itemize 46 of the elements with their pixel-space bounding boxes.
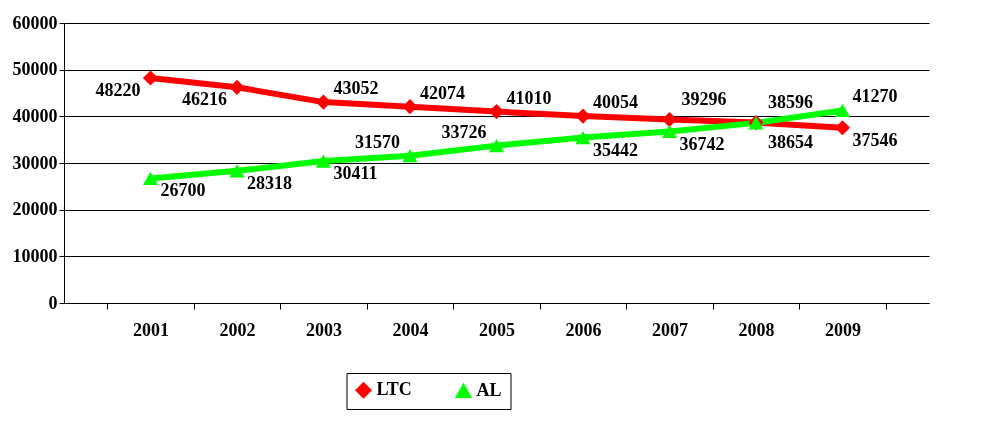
data-label: 42074 <box>420 82 465 103</box>
data-label: 40054 <box>593 92 638 113</box>
point <box>402 149 418 163</box>
data-label: 31570 <box>355 131 400 152</box>
point <box>229 79 245 95</box>
x-tick-label: 2001 <box>133 319 169 340</box>
y-tick-label: 30000 <box>12 152 58 173</box>
x-tick-label: 2002 <box>219 319 256 340</box>
point <box>575 131 591 145</box>
point <box>575 108 591 124</box>
data-label: 36742 <box>679 133 725 154</box>
x-tick-label: 2009 <box>825 319 861 340</box>
x-tick-label: 2008 <box>738 319 775 340</box>
y-tick-label: 20000 <box>12 199 58 220</box>
x-tick-label: 2006 <box>565 319 602 340</box>
data-label: 38596 <box>768 91 813 112</box>
data-label: 41270 <box>852 86 898 107</box>
point <box>834 103 851 117</box>
data-label: 35442 <box>593 139 638 160</box>
legend-label: AL <box>476 379 502 400</box>
data-label: 37546 <box>852 129 898 150</box>
data-label: 33726 <box>441 121 487 142</box>
x-tick-label: 2007 <box>652 319 688 340</box>
x-tick-label: 2005 <box>479 319 515 340</box>
data-label: 46216 <box>182 89 227 110</box>
point <box>315 154 332 168</box>
legend-label: LTC <box>376 379 412 400</box>
point <box>142 171 159 185</box>
data-label: 43052 <box>333 78 379 99</box>
x-tick-label: 2003 <box>306 319 342 340</box>
x-tick-label: 2004 <box>392 319 429 340</box>
data-label: 28318 <box>247 172 292 193</box>
y-tick-label: 10000 <box>12 245 58 266</box>
data-label: 48220 <box>95 79 141 100</box>
point <box>661 124 678 139</box>
y-tick-label: 0 <box>48 292 58 313</box>
point <box>488 139 505 153</box>
data-label: 26700 <box>160 180 206 201</box>
point <box>229 164 245 178</box>
data-label: 38654 <box>768 131 813 152</box>
data-label: 41010 <box>506 87 552 108</box>
data-label: 39296 <box>681 88 727 109</box>
y-tick-label: 50000 <box>12 59 58 80</box>
y-tick-label: 60000 <box>12 12 58 33</box>
data-label: 30411 <box>333 163 378 184</box>
y-tick-label: 40000 <box>12 105 58 126</box>
